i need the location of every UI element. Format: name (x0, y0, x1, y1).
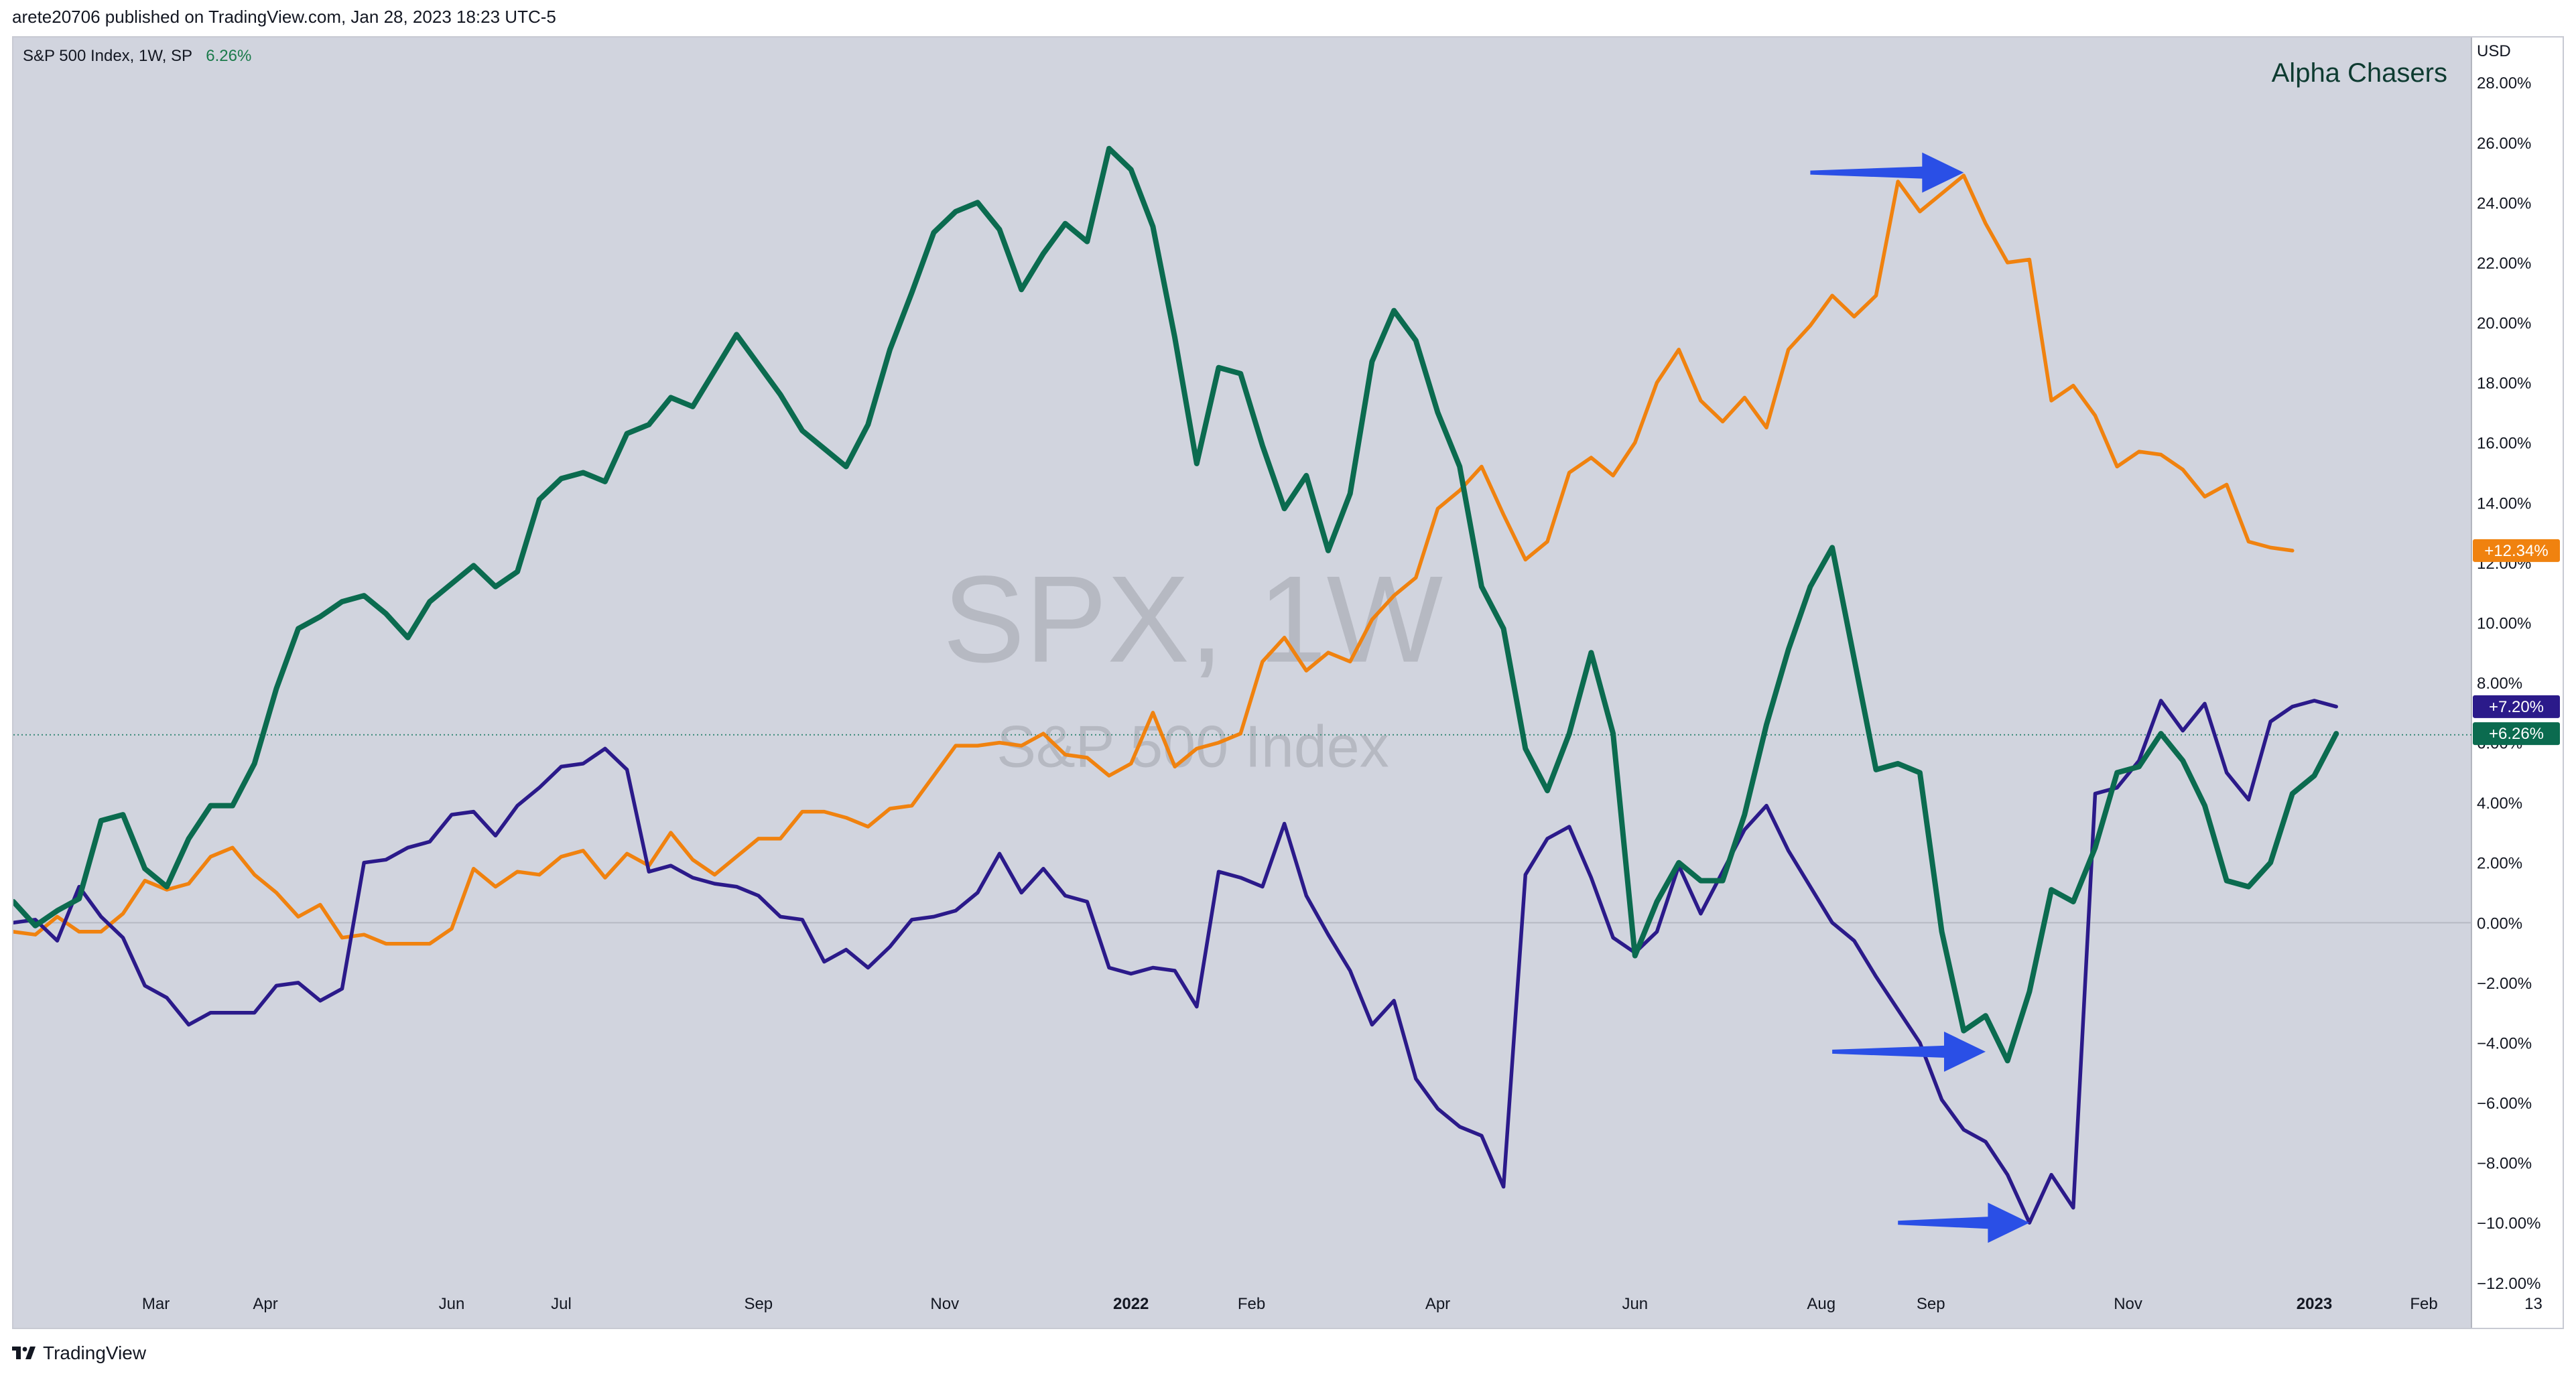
x-tick-label: Nov (2114, 1295, 2142, 1313)
x-tick-label: Feb (1238, 1295, 1265, 1313)
legend-label: S&P 500 Index, 1W, SP (23, 47, 192, 65)
y-tick-label: −2.00% (2477, 975, 2532, 993)
symbol-legend[interactable]: S&P 500 Index, 1W, SP 6.26% (23, 47, 251, 66)
x-tick-label: 2023 (2297, 1295, 2332, 1313)
y-tick-label: 22.00% (2477, 255, 2531, 273)
x-tick-label: Sep (1917, 1295, 1945, 1313)
arrow-annotation[interactable] (1832, 1031, 1986, 1072)
plot-background (13, 38, 2471, 1328)
alpha-chasers-annotation: Alpha Chasers (2272, 58, 2447, 88)
y-tick-label: 26.00% (2477, 135, 2531, 153)
x-tick-label: Jun (1622, 1295, 1648, 1313)
last-value-text: +7.20% (2489, 698, 2544, 716)
x-tick-label: Apr (253, 1295, 277, 1313)
y-axis[interactable]: 28.00% 26.00% 24.00% 22.00% 20.00% 18.00% 16.0… (2477, 74, 2540, 1293)
y-tick-label: 4.00% (2477, 795, 2522, 813)
x-tick-label: Aug (1807, 1295, 1836, 1313)
x-tick-label: Sep (744, 1295, 773, 1313)
last-value-tag: +6.26% (2473, 722, 2560, 746)
y-tick-label: −6.00% (2477, 1095, 2532, 1113)
arrow-annotation[interactable] (1898, 1202, 2030, 1243)
y-tick-label: 28.00% (2477, 74, 2531, 92)
y-tick-label: 24.00% (2477, 194, 2531, 212)
grid (13, 734, 2471, 924)
last-value-tag: +12.34% (2473, 539, 2560, 562)
price-scale-background (2471, 38, 2563, 1328)
legend-change: 6.26% (206, 47, 252, 65)
last-value-tag: +7.20% (2473, 695, 2560, 718)
y-tick-label: 20.00% (2477, 315, 2531, 333)
y-tick-label: 0.00% (2477, 914, 2522, 933)
arrow-annotation[interactable] (1810, 152, 1964, 193)
y-tick-label: 14.00% (2477, 494, 2531, 512)
x-tick-label: Mar (142, 1295, 170, 1313)
watermark-title: SPX, 1W (943, 550, 1443, 688)
footer-brand: TradingView (12, 1338, 146, 1368)
series-line[interactable] (13, 699, 2338, 1225)
arrow-annotations (1810, 152, 2030, 1243)
x-tick-label: Feb (2410, 1295, 2437, 1313)
y-tick-label: 16.00% (2477, 435, 2531, 453)
x-tick-label: Jun (439, 1295, 465, 1313)
x-tick-label: Apr (1425, 1295, 1450, 1313)
brand-name: TradingView (43, 1343, 147, 1363)
y-tick-label: 18.00% (2477, 374, 2531, 393)
x-axis[interactable]: Mar Apr Jun Jul Sep Nov 2022 Feb Apr Jun Aug Sep Nov… (142, 1295, 2542, 1313)
last-value-text: +6.26% (2489, 725, 2544, 743)
currency-label: USD (2477, 42, 2511, 60)
x-tick-label: Nov (930, 1295, 959, 1313)
y-tick-label: −12.00% (2477, 1275, 2540, 1293)
chart-canvas[interactable]: SPX, 1W S&P 500 Index 28.00% 26.00% 24.00%… (13, 38, 2563, 1328)
y-tick-label: −4.00% (2477, 1034, 2532, 1052)
series-layer (13, 145, 2339, 1225)
publisher-bar: arete20706 published on TradingView.com,… (0, 0, 2576, 39)
y-tick-label: 8.00% (2477, 675, 2522, 693)
x-tick-label: 2022 (1113, 1295, 1149, 1313)
last-value-text: +12.34% (2484, 542, 2548, 560)
y-tick-label: −10.00% (2477, 1215, 2540, 1233)
x-tick-label: Jul (551, 1295, 572, 1313)
y-tick-label: −8.00% (2477, 1155, 2532, 1173)
publisher-line: arete20706 published on TradingView.com,… (12, 7, 556, 27)
series-line[interactable] (13, 174, 2295, 946)
x-tick-label: 13 (2524, 1295, 2542, 1313)
last-value-labels: +6.26% +12.34% +7.20% (2473, 539, 2560, 746)
tradingview-logo-icon (12, 1347, 36, 1360)
watermark-subtitle: S&P 500 Index (996, 713, 1389, 779)
series-line[interactable] (13, 145, 2339, 1064)
chart-frame: SPX, 1W S&P 500 Index 28.00% 26.00% 24.00%… (12, 36, 2564, 1329)
y-tick-label: 2.00% (2477, 855, 2522, 873)
watermark: SPX, 1W S&P 500 Index (943, 550, 1443, 780)
y-tick-label: 10.00% (2477, 614, 2531, 632)
